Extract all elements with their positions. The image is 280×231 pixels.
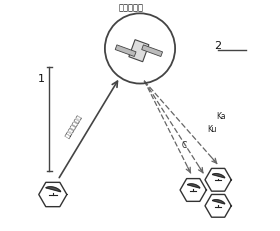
Text: 2: 2 — [214, 41, 222, 51]
Text: Ka: Ka — [216, 111, 225, 120]
Text: C: C — [182, 141, 187, 149]
Text: 1: 1 — [38, 73, 45, 84]
Polygon shape — [46, 187, 61, 192]
Text: 波形多频段数据: 波形多频段数据 — [65, 113, 83, 138]
Text: 宽带中继星: 宽带中继星 — [118, 3, 143, 12]
Polygon shape — [115, 46, 136, 57]
Polygon shape — [212, 200, 225, 204]
Polygon shape — [142, 46, 163, 57]
Text: Ku: Ku — [207, 125, 216, 134]
Polygon shape — [129, 40, 149, 62]
Polygon shape — [187, 184, 200, 188]
Polygon shape — [212, 174, 225, 178]
